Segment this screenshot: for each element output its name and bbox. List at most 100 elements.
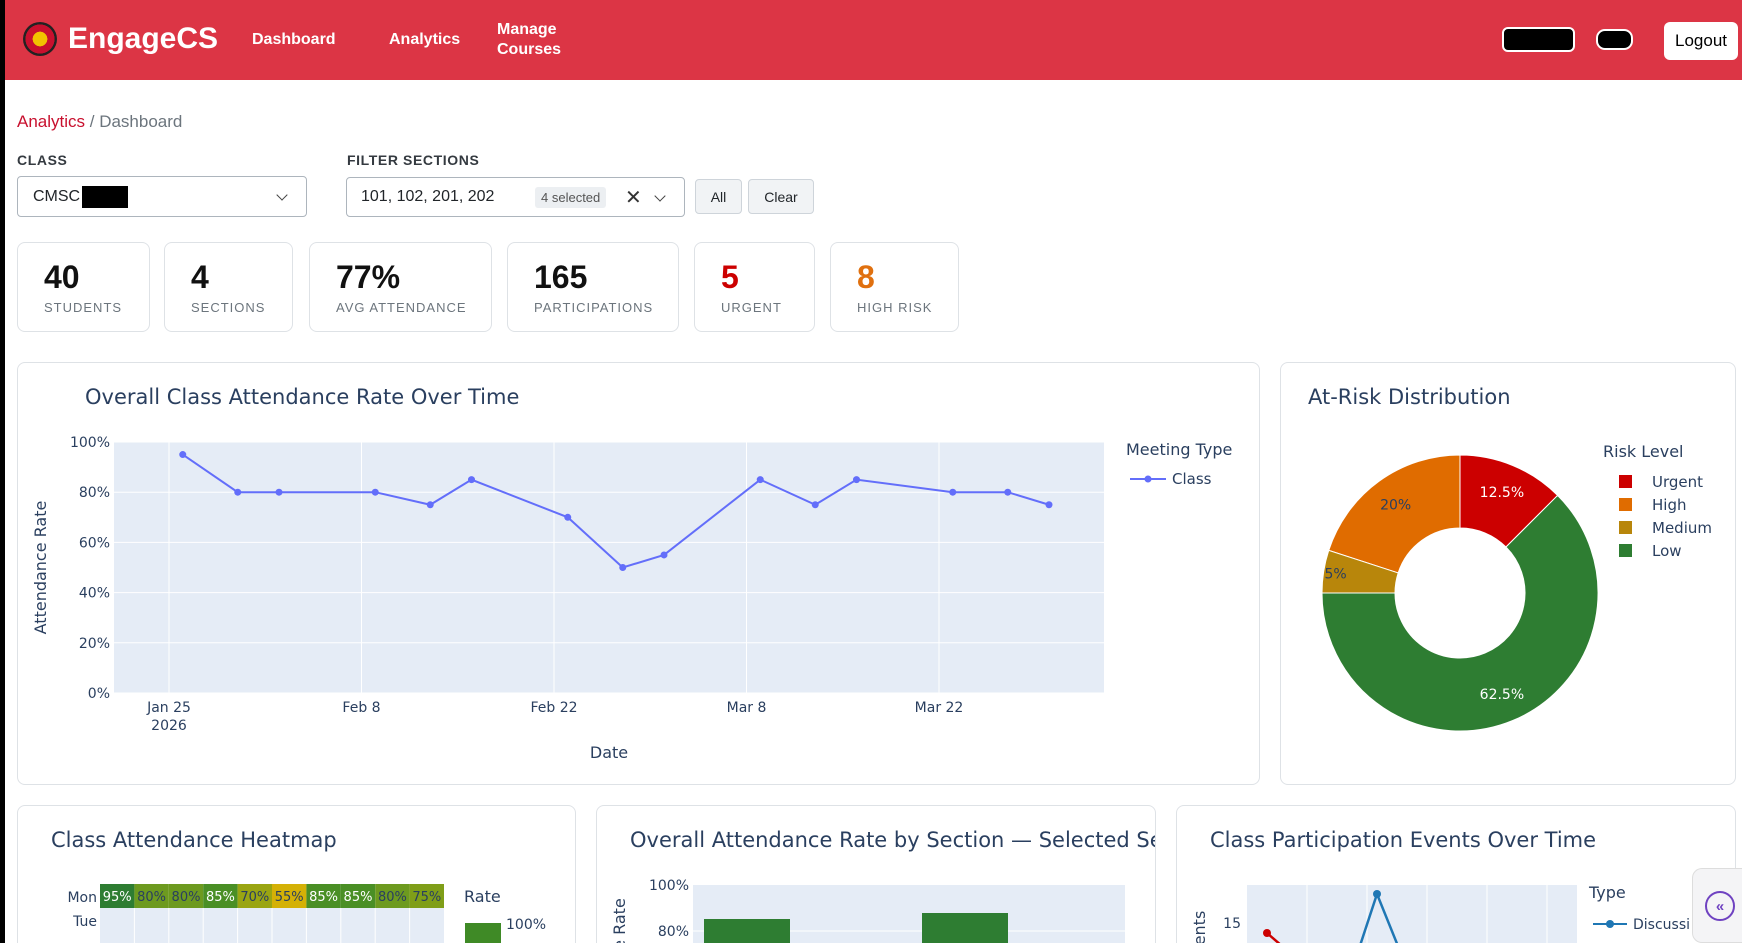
nav-manage-courses[interactable]: Manage Courses xyxy=(497,20,561,60)
heatmap-cell-label: 70% xyxy=(240,890,269,905)
data-point xyxy=(1045,501,1053,509)
x-tick-label: Mar 22 xyxy=(915,700,964,716)
clear-button[interactable]: Clear xyxy=(748,179,814,214)
stat-value: 4 xyxy=(191,259,209,295)
legend-label: Discussi xyxy=(1633,917,1690,933)
chevron-down-icon[interactable] xyxy=(654,190,666,202)
university-logo-icon[interactable] xyxy=(23,22,57,56)
heatmap-cell-label: 95% xyxy=(103,890,132,905)
class-select-value: CMSC xyxy=(33,187,81,205)
heatmap-cell xyxy=(409,884,444,908)
breadcrumb-separator: / xyxy=(85,112,100,131)
y-tick-label: 80% xyxy=(79,485,110,501)
data-point xyxy=(275,488,283,496)
stat-card-avg-attendance: 77% AVG ATTENDANCE xyxy=(309,242,492,332)
clear-selection-icon[interactable]: ✕ xyxy=(625,187,642,209)
risk-donut-chart: 12.5% 20% 5% 62.5% Risk Level Urgent High Mediu… xyxy=(1321,442,1712,732)
stat-value: 8 xyxy=(857,259,875,295)
y-tick-label: 40% xyxy=(79,586,110,602)
stat-label: PARTICIPATIONS xyxy=(534,300,654,315)
legend-label: Urgent xyxy=(1652,473,1703,491)
brand-name[interactable]: EngageCS xyxy=(68,22,219,55)
legend-marker-class xyxy=(1144,475,1152,483)
heatmap-row-label: Tue xyxy=(72,914,97,930)
sections-multiselect[interactable]: 101, 102, 201, 202 4 selected ✕ xyxy=(346,177,685,217)
stat-label: URGENT xyxy=(721,300,782,315)
bar xyxy=(704,919,790,943)
x-axis-label: Date xyxy=(590,743,628,762)
y-tick-label: 100% xyxy=(649,878,689,894)
heatmap-cell xyxy=(168,884,204,908)
legend-swatch-high xyxy=(1619,498,1632,511)
stat-value: 5 xyxy=(721,259,739,295)
chevron-down-icon xyxy=(276,189,288,201)
heatmap-cell xyxy=(237,884,272,908)
attendance-over-time-card: Overall Class Attendance Rate Over Time … xyxy=(17,362,1260,785)
stat-card-high-risk: 8 HIGH RISK xyxy=(830,242,959,332)
heatmap-cell xyxy=(375,884,410,908)
slice-label: 5% xyxy=(1324,566,1346,582)
heatmap-cell xyxy=(134,884,169,908)
class-label: CLASS xyxy=(17,152,68,168)
x-tick-label: Jan 25 xyxy=(146,700,191,716)
participation-line-chart: 15 ents Type Discussi xyxy=(1190,883,1690,943)
select-all-button[interactable]: All xyxy=(695,179,742,214)
stat-label: SECTIONS xyxy=(191,300,266,315)
data-point xyxy=(853,476,860,484)
legend-label: Low xyxy=(1652,542,1682,560)
double-chevron-left-icon[interactable]: « xyxy=(1705,891,1735,921)
data-point xyxy=(619,564,627,571)
legend-swatch-medium xyxy=(1619,521,1632,534)
logout-button[interactable]: Logout xyxy=(1664,22,1738,60)
redacted-username[interactable] xyxy=(1502,27,1575,52)
stat-card-students: 40 STUDENTS xyxy=(17,242,150,332)
attendance-chart-title: Overall Class Attendance Rate Over Time xyxy=(85,385,520,409)
heatmap-row-label: Mon xyxy=(67,890,97,906)
data-point xyxy=(564,513,572,521)
class-select[interactable]: CMSC xyxy=(17,176,307,217)
heatmap-title: Class Attendance Heatmap xyxy=(51,828,337,852)
heatmap-card: Class Attendance Heatmap Mon Tue 95% 80% 80%… xyxy=(17,805,576,943)
by-section-card: Overall Attendance Rate by Section — Sel… xyxy=(596,805,1156,943)
y-axis-label: e Rate xyxy=(610,898,629,943)
x-tick-label: Feb 22 xyxy=(530,700,577,716)
y-axis-label: ents xyxy=(1190,911,1209,943)
heatmap-cell xyxy=(340,884,376,908)
participation-card: Class Participation Events Over Time 15 e… xyxy=(1176,805,1736,943)
heatmap-cell xyxy=(272,884,307,908)
colorbar-tick: 100% xyxy=(506,917,546,933)
heatmap-cell-label: 80% xyxy=(137,890,166,905)
nav-manage-line1: Manage xyxy=(497,21,557,38)
plot-area xyxy=(114,442,1104,693)
heatmap-cell xyxy=(100,884,135,908)
nav-analytics[interactable]: Analytics xyxy=(389,31,461,48)
y-tick-label: 100% xyxy=(70,435,110,451)
nav-manage-line2: Courses xyxy=(497,41,562,58)
breadcrumb-analytics-link[interactable]: Analytics xyxy=(17,112,86,131)
sections-count-badge: 4 selected xyxy=(535,187,607,208)
attendance-line-chart: 0% 20% 40% 60% 80% 100% Jan 25 2026 Feb 8 Feb 22 M… xyxy=(31,435,1232,762)
y-tick-label: 80% xyxy=(658,924,689,940)
sidebar-toggle[interactable]: « xyxy=(1692,868,1742,943)
redacted-role-badge[interactable] xyxy=(1596,29,1633,50)
data-point xyxy=(811,501,819,509)
heatmap-cell-label: 80% xyxy=(378,890,407,905)
data-point xyxy=(468,476,475,484)
donut-slice-high xyxy=(1328,454,1461,574)
participation-title: Class Participation Events Over Time xyxy=(1210,828,1597,852)
y-tick-label: 15 xyxy=(1223,916,1241,932)
stat-label: AVG ATTENDANCE xyxy=(336,300,467,315)
section-bar-chart: 100% 80% e Rate xyxy=(610,878,1125,943)
redacted-class-number xyxy=(82,185,129,208)
attendance-heatmap: Mon Tue 95% 80% 80% 85% 70% 55% 85% 85% 80% 75% Rate… xyxy=(67,884,546,943)
legend-marker xyxy=(1606,920,1614,928)
legend-title: Type xyxy=(1588,883,1626,902)
slice-label: 62.5% xyxy=(1480,687,1524,703)
legend-swatch-urgent xyxy=(1619,475,1632,488)
nav-dashboard[interactable]: Dashboard xyxy=(252,31,336,48)
heatmap-cell-label: 75% xyxy=(412,890,441,905)
heatmap-cell-label: 55% xyxy=(275,890,304,905)
stat-label: STUDENTS xyxy=(44,300,123,315)
stat-card-participations: 165 PARTICIPATIONS xyxy=(507,242,679,332)
